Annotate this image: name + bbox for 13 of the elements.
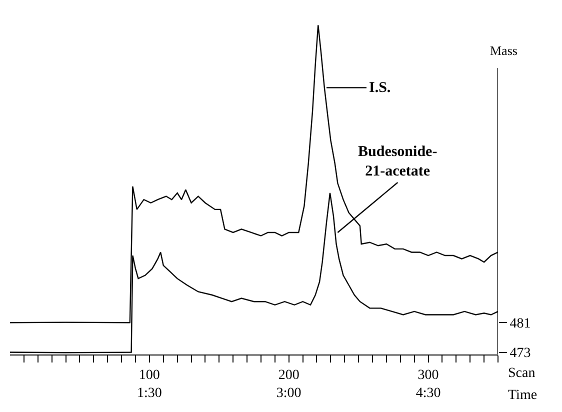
x2-axis-title: Time xyxy=(508,388,538,403)
legend-label: 481 xyxy=(510,316,531,332)
x-tick-label: 200 xyxy=(278,368,300,384)
x2-tick-label: 3:00 xyxy=(276,386,302,401)
annotation: I.S. xyxy=(369,80,391,96)
x-axis-title: Scan xyxy=(508,366,536,381)
x2-tick-label: 1:30 xyxy=(136,386,162,401)
legend-label: 473 xyxy=(510,346,531,362)
x-tick-label: 100 xyxy=(138,368,160,384)
annotation: Budesonide- 21-acetate xyxy=(358,144,438,180)
y-axis-title: Mass xyxy=(490,43,518,58)
x-tick-label: 300 xyxy=(418,368,439,384)
x2-tick-label: 4:30 xyxy=(416,386,441,401)
